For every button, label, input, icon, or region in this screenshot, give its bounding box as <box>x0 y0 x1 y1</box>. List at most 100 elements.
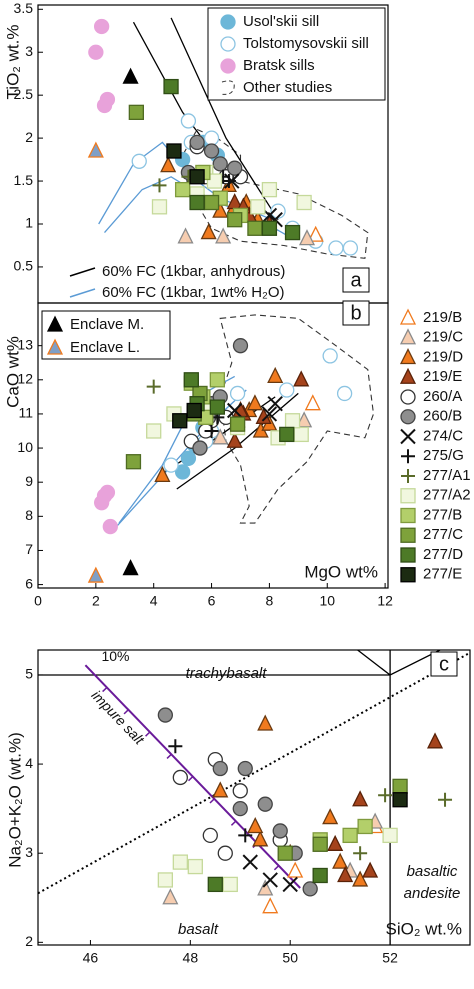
x-tick-label: 4 <box>150 593 158 609</box>
x-tick-label: 52 <box>382 950 398 966</box>
marker <box>217 845 233 861</box>
y-tick-label: 6 <box>25 575 33 591</box>
marker <box>157 707 174 723</box>
marker <box>172 769 188 786</box>
y-tick-label: 2.5 <box>14 86 34 102</box>
marker <box>247 220 263 236</box>
legend-marker <box>400 409 416 425</box>
marker <box>102 518 118 535</box>
marker <box>227 160 243 176</box>
y-axis-title: Na₂O+K₂O (wt.%) <box>5 732 24 868</box>
marker <box>332 852 349 869</box>
marker <box>293 426 309 443</box>
legend-marker <box>400 567 416 583</box>
marker <box>261 181 278 198</box>
marker <box>93 18 110 35</box>
marker <box>192 440 208 456</box>
field-label: basalt <box>178 921 219 938</box>
legend-label: 60% FC (1kbar, anhydrous) <box>102 263 285 280</box>
legend-marker <box>46 315 64 332</box>
marker <box>160 156 177 173</box>
y-tick-label: 9 <box>25 473 33 489</box>
marker <box>272 823 288 839</box>
plot-frame <box>37 649 471 946</box>
legend-label: 260/B <box>423 408 462 425</box>
marker <box>203 143 220 159</box>
marker <box>353 846 368 861</box>
marker <box>183 372 199 388</box>
marker <box>232 338 249 354</box>
mixing-tick <box>273 865 280 871</box>
mixing-start-label: 10% <box>101 648 129 664</box>
y-tick-label: 1 <box>25 215 33 231</box>
marker <box>257 796 273 812</box>
marker <box>206 173 223 189</box>
x-tick-label: 6 <box>208 593 216 609</box>
marker <box>352 870 369 887</box>
legend-label: Enclave L. <box>70 339 140 356</box>
marker <box>203 194 220 211</box>
marker <box>238 828 253 843</box>
marker <box>229 416 246 432</box>
field-label: basaltic <box>407 863 458 880</box>
marker <box>312 836 328 852</box>
marker <box>162 888 179 905</box>
field-outline <box>219 314 375 524</box>
legend-label: Usol'skii sill <box>243 13 319 30</box>
marker <box>392 778 408 795</box>
legend-label: 277/C <box>423 526 463 543</box>
marker <box>212 781 229 798</box>
marker <box>122 67 139 84</box>
marker <box>378 788 393 803</box>
marker <box>125 454 142 470</box>
marker <box>261 220 278 236</box>
marker <box>189 134 205 151</box>
marker <box>189 169 205 185</box>
legend-label: Tolstomysovskii sill <box>243 35 369 52</box>
marker <box>128 104 144 120</box>
x-tick-label: 2 <box>92 593 100 609</box>
y-tick-label: 3.5 <box>14 0 34 16</box>
marker <box>293 370 310 387</box>
marker <box>257 714 274 731</box>
legend-marker <box>400 527 416 543</box>
legend-label: Bratsk sills <box>243 57 315 74</box>
marker <box>187 858 203 875</box>
marker <box>257 879 274 896</box>
field-label: trachybasalt <box>186 665 268 682</box>
legend-label: 219/B <box>423 309 462 326</box>
mixing-tick <box>145 731 151 737</box>
legend-label: Enclave M. <box>70 316 144 333</box>
marker <box>362 861 379 878</box>
marker <box>327 834 344 851</box>
marker <box>262 872 278 888</box>
y-tick-label: 10 <box>17 439 33 455</box>
panel-label: b <box>350 302 361 324</box>
marker <box>298 229 316 246</box>
marker <box>279 426 295 443</box>
marker <box>277 845 293 861</box>
marker <box>215 227 232 244</box>
marker <box>174 464 191 480</box>
marker <box>207 876 223 893</box>
y-tick-label: 7 <box>25 541 33 557</box>
marker <box>247 817 264 834</box>
mixing-label: impure salt <box>88 687 148 748</box>
marker <box>226 431 243 448</box>
marker <box>242 854 258 870</box>
marker <box>99 91 116 108</box>
legend-label: 60% FC (1kbar, 1wt% H₂O) <box>102 284 285 301</box>
marker <box>172 854 188 870</box>
panel-label-box <box>430 651 458 677</box>
legend-marker <box>220 58 236 74</box>
legend-label: 275/G <box>423 447 464 464</box>
marker <box>357 818 373 835</box>
mixing-tick <box>187 776 194 782</box>
legend-label: 277/B <box>423 506 462 523</box>
x-axis-title: SiO₂ wt.% <box>386 919 463 938</box>
marker <box>342 240 359 256</box>
legend-region <box>219 80 235 95</box>
x-axis-title: MgO wt% <box>304 562 378 581</box>
legend-label: 277/A1 <box>423 467 471 484</box>
marker <box>255 407 272 424</box>
